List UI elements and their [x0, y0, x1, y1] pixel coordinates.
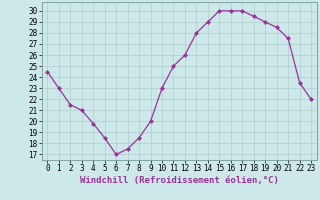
- X-axis label: Windchill (Refroidissement éolien,°C): Windchill (Refroidissement éolien,°C): [80, 176, 279, 185]
